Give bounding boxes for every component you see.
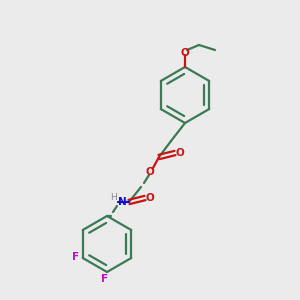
Text: F: F <box>101 274 109 284</box>
Text: H: H <box>110 194 117 202</box>
Text: O: O <box>181 48 189 58</box>
Text: O: O <box>146 193 154 203</box>
Text: O: O <box>146 167 154 177</box>
Text: N: N <box>118 197 126 207</box>
Text: O: O <box>176 148 184 158</box>
Text: F: F <box>72 252 79 262</box>
